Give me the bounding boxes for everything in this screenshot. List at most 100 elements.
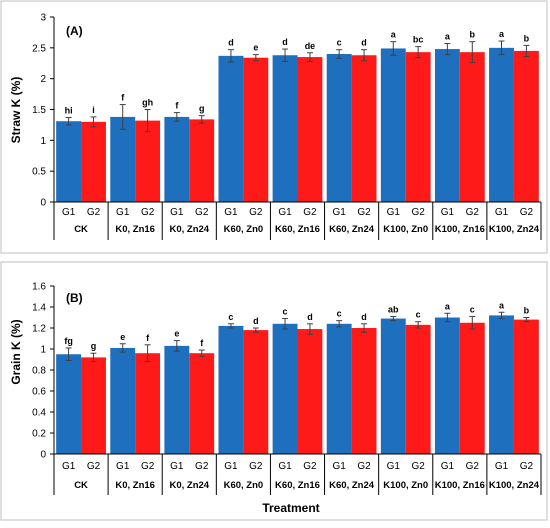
panel-b-significance-letter: b [524, 306, 530, 316]
panel-b-group-label: G2 [195, 461, 209, 472]
panel-a-significance-letter: e [253, 43, 258, 53]
panel-a-significance-letter: d [361, 38, 367, 48]
panel-b-treatment-label: K100, Zn24 [489, 480, 540, 491]
panel-a-bar-g2 [513, 50, 539, 202]
panel-b-plot: 0 0.2 0.4 0.6 0.8 1 1.2 1.4 1.6 fg e e c c c ab a a g f f d d d… [32, 282, 542, 495]
panel-a-group-label: G1 [441, 207, 455, 218]
panel-a-group-label: G2 [141, 207, 155, 218]
panel-b-treatment-label: K60, Zn24 [329, 480, 375, 491]
panel-b-significance-letter: c [337, 309, 342, 319]
panel-b-bar-g2 [297, 329, 323, 454]
panel-b-bar-g2 [351, 328, 377, 454]
panel-b-bar-g2 [135, 353, 161, 454]
panel-a-bar-g1 [272, 55, 298, 202]
panel-a-significance-letter: a [499, 29, 505, 39]
panel-a-significance-letter: d [228, 38, 234, 48]
panel-a-significance-letter: hi [65, 106, 73, 116]
panel-a-treatment-label: K0, Zn24 [169, 224, 209, 235]
panel-b-treatment-label: K60, Zn0 [224, 480, 264, 491]
panel-a-treatment-label: K60, Zn0 [224, 224, 264, 235]
panel-b-bar-g1 [326, 323, 352, 454]
panel-b-bar-g1 [380, 318, 406, 454]
panel-a-group-label: G1 [170, 207, 184, 218]
panel-b-y-tick-label: 0.6 [32, 387, 46, 398]
panel-b: (B) Grain K (%) 0 0.2 0.4 0.6 0.8 1 1.2 1.4 1.6 f… [0, 261, 548, 521]
panel-a-group-label: G2 [357, 207, 371, 218]
panel-a-significance-letter: b [470, 30, 476, 40]
panel-b-treatment-label: K100, Zn0 [383, 480, 428, 491]
panel-a-y-tick-label: 1.5 [32, 105, 46, 116]
panel-a-y-tick-label: 1 [40, 136, 46, 147]
panel-b-bar-g1 [272, 323, 298, 454]
panel-a-treatment-label: K60, Zn16 [275, 224, 320, 235]
panel-b-significance-letter: f [200, 338, 204, 348]
panel-a-significance-letter: d [282, 37, 288, 47]
panel-a-treatment-label: K100, Zn24 [489, 224, 540, 235]
panel-a-treatment-label: K100, Zn0 [383, 224, 428, 235]
panel-a-treatment-label: K100, Zn16 [435, 224, 485, 235]
panel-b-label: (B) [66, 291, 83, 305]
panel-a-significance-letter: gh [142, 98, 153, 108]
panel-a-group-label: G1 [387, 207, 401, 218]
panel-a-significance-letter: f [121, 93, 125, 103]
panel-a-bar-g2 [351, 55, 377, 202]
panel-b-significance-letter: g [91, 341, 97, 351]
panel-b-group-label: G1 [441, 461, 455, 472]
panel-b-bar-g2 [513, 319, 539, 454]
panel-a-significance-letter: c [337, 38, 342, 48]
panel-a-significance-letter: a [445, 32, 451, 42]
panel-a-bar-g1 [434, 49, 460, 202]
panel-a-bar-g1 [164, 116, 190, 202]
panel-a-significance-letter: f [175, 101, 179, 111]
panel-a-group-label: G2 [249, 207, 263, 218]
panel-b-significance-letter: f [146, 333, 150, 343]
panel-a-bar-g1 [326, 54, 352, 202]
panel-a-bar-g2 [405, 52, 431, 203]
panel-b-y-axis-title: Grain K (%) [9, 319, 23, 384]
panel-a-significance-letter: g [199, 104, 205, 114]
panel-b-significance-letter: e [174, 329, 179, 339]
panel-b-significance-letter: a [445, 301, 451, 311]
panel-a-group-label: G1 [224, 207, 238, 218]
panel-b-group-label: G1 [278, 461, 292, 472]
panel-a-significance-letter: b [524, 33, 530, 43]
panel-b-bar-g1 [110, 347, 136, 454]
panel-b-y-tick-label: 0.4 [32, 408, 46, 419]
panel-b-bar-g2 [81, 357, 106, 454]
panel-a-significance-letter: i [92, 105, 95, 115]
panel-b-y-tick-label: 0.8 [32, 366, 46, 377]
panel-a-group-label: G2 [195, 207, 209, 218]
panel-b-significance-letter: c [416, 310, 421, 320]
panel-b-significance-letter: d [253, 316, 259, 326]
panel-a-significance-letter: a [391, 30, 397, 40]
panel-a-label: (A) [66, 24, 83, 38]
panel-a-bar-g2 [81, 121, 106, 202]
panel-b-significance-letter: fg [64, 336, 73, 346]
panel-a-bar-g1 [218, 55, 244, 202]
panel-b-y-tick-label: 1 [40, 345, 46, 356]
panel-a-bar-g2 [189, 119, 215, 202]
panel-a-group-label: G1 [332, 207, 346, 218]
panel-b-bar-g2 [405, 324, 431, 454]
panel-a-group-label: G2 [87, 207, 101, 218]
panel-a-y-axis-title: Straw K (%) [9, 77, 23, 144]
panel-b-significance-letter: d [307, 312, 313, 322]
panel-a-bar-g1 [380, 48, 406, 203]
panel-b-bar-g2 [459, 322, 485, 454]
panel-b-y-tick-label: 1.6 [32, 282, 46, 293]
panel-b-group-label: G1 [332, 461, 346, 472]
panel-a-significance-letter: de [305, 41, 316, 51]
panel-b-group-label: G2 [466, 461, 480, 472]
panel-b-group-label: G2 [411, 461, 425, 472]
panel-a-significance-letter: bc [413, 35, 424, 45]
panel-b-group-label: G1 [224, 461, 238, 472]
panel-a-y-tick-label: 0 [40, 198, 46, 209]
panel-b-bar-g1 [56, 354, 82, 454]
panel-a-bar-g2 [243, 57, 269, 203]
panel-b-y-tick-label: 1.4 [32, 303, 46, 314]
panel-b-group-label: G1 [170, 461, 184, 472]
panel-b-group-label: G1 [116, 461, 130, 472]
panel-b-bar-g2 [243, 330, 269, 454]
panel-b-group-label: G1 [387, 461, 401, 472]
